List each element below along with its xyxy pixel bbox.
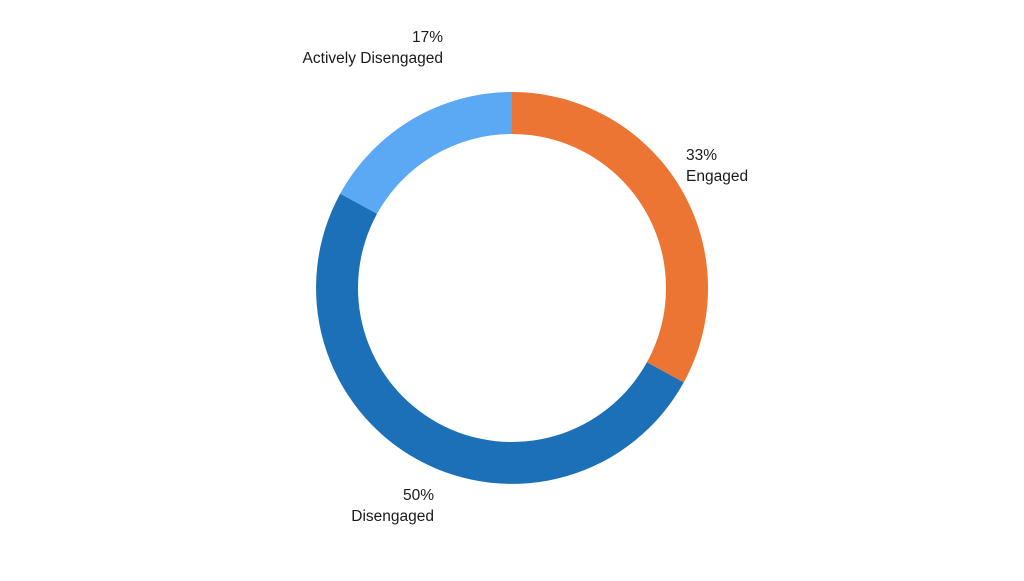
donut-slice-disengaged: [316, 193, 684, 484]
slice-value-label: 17%: [412, 29, 443, 46]
slice-value-label: 33%: [686, 147, 717, 164]
donut-slice-actively-disengaged: [340, 92, 512, 214]
labels-layer: 33% Engaged 50% Disengaged 17% Actively Disen…: [303, 29, 749, 525]
slice-category-label: Actively Disengaged: [303, 50, 443, 67]
slice-category-label: Engaged: [686, 168, 748, 185]
slices-layer: [316, 92, 708, 484]
slice-value-label: 50%: [403, 487, 434, 504]
donut-slice-engaged: [512, 92, 708, 383]
slice-category-label: Disengaged: [351, 508, 434, 525]
